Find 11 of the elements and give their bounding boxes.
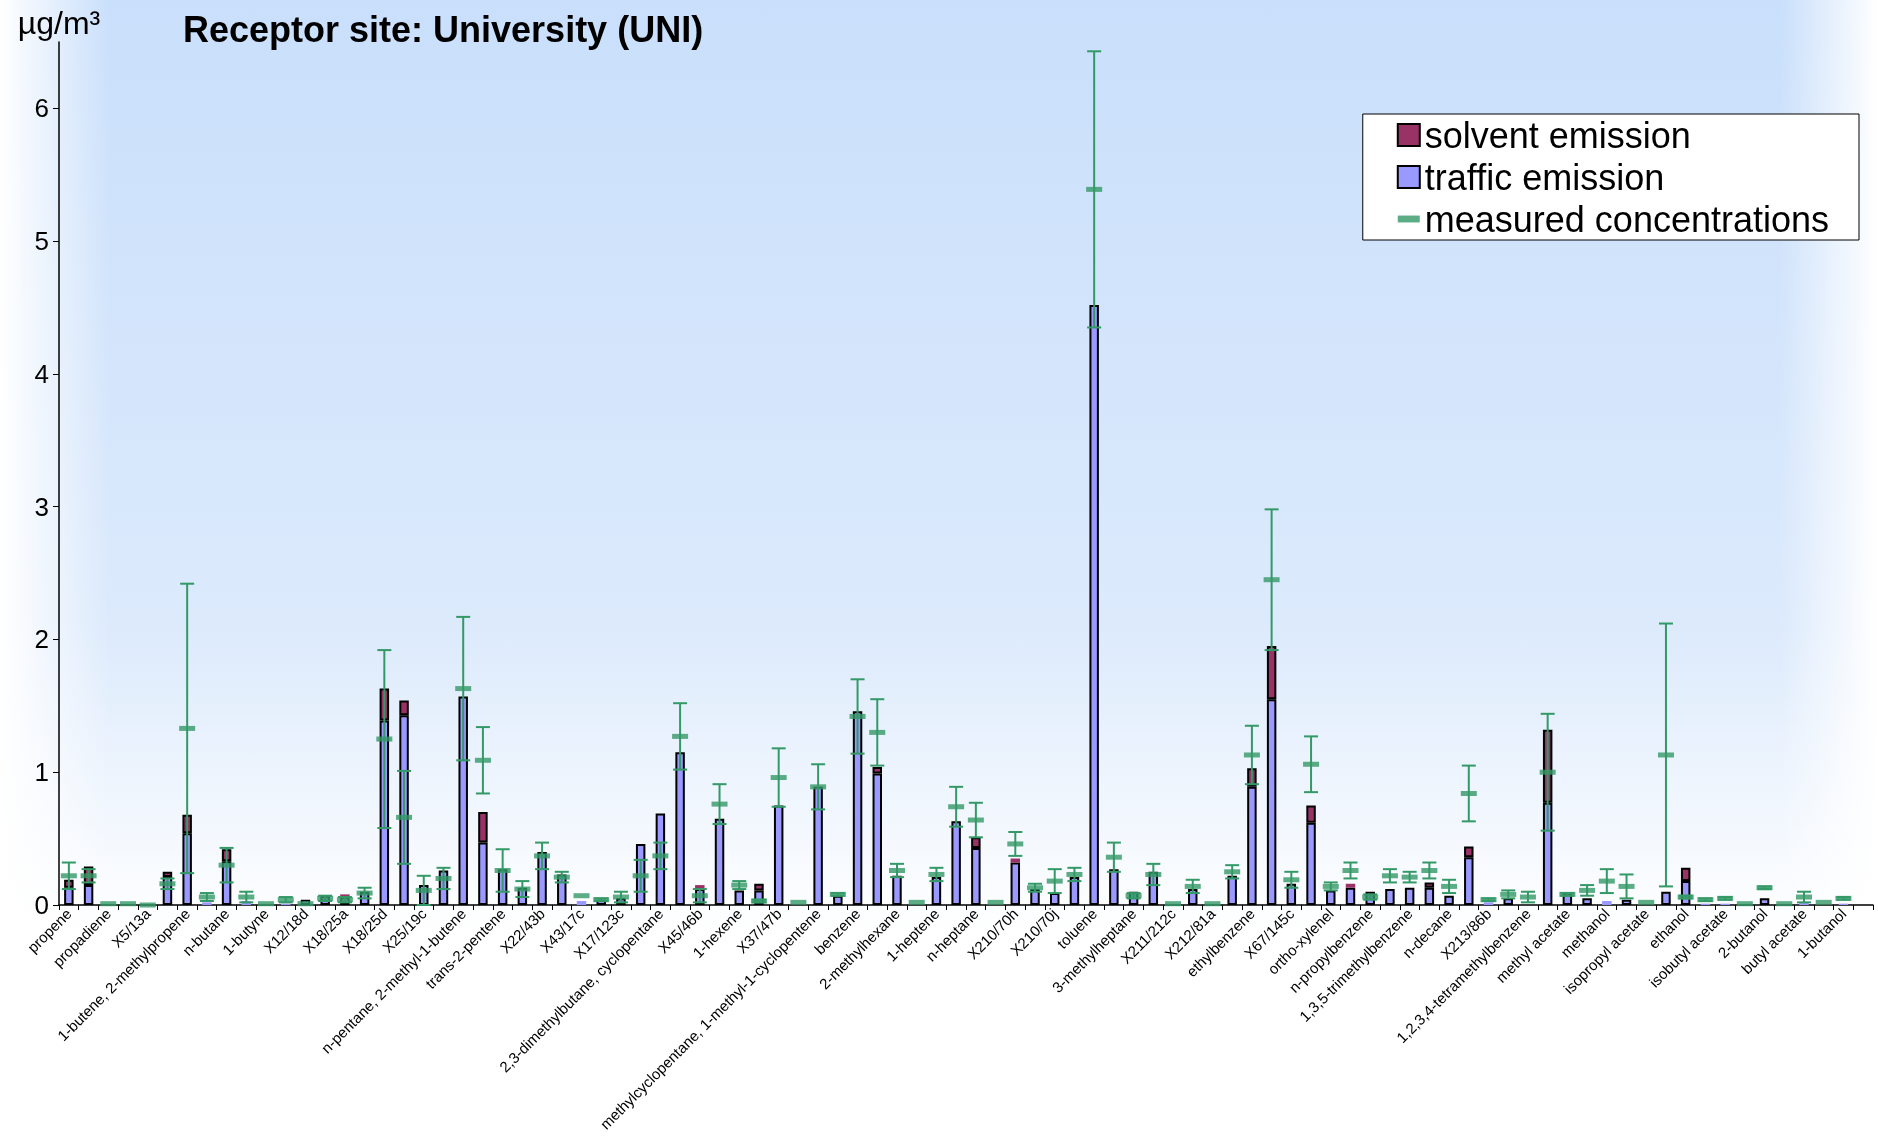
y-axis-title: µg/m³ (17, 5, 101, 41)
legend-label: solvent emission (1424, 114, 1691, 156)
legend-label: measured concentrations (1424, 198, 1830, 240)
y-tick-label: 1 (34, 757, 49, 788)
y-tick-label: 3 (34, 491, 49, 522)
y-tick-label: 6 (34, 93, 49, 124)
y-tick-label: 4 (34, 358, 49, 389)
y-tick-label: 5 (34, 226, 49, 257)
legend-label: traffic emission (1424, 156, 1665, 198)
chart-title: Receptor site: University (UNI) (183, 8, 704, 50)
y-tick-label: 2 (34, 624, 49, 655)
